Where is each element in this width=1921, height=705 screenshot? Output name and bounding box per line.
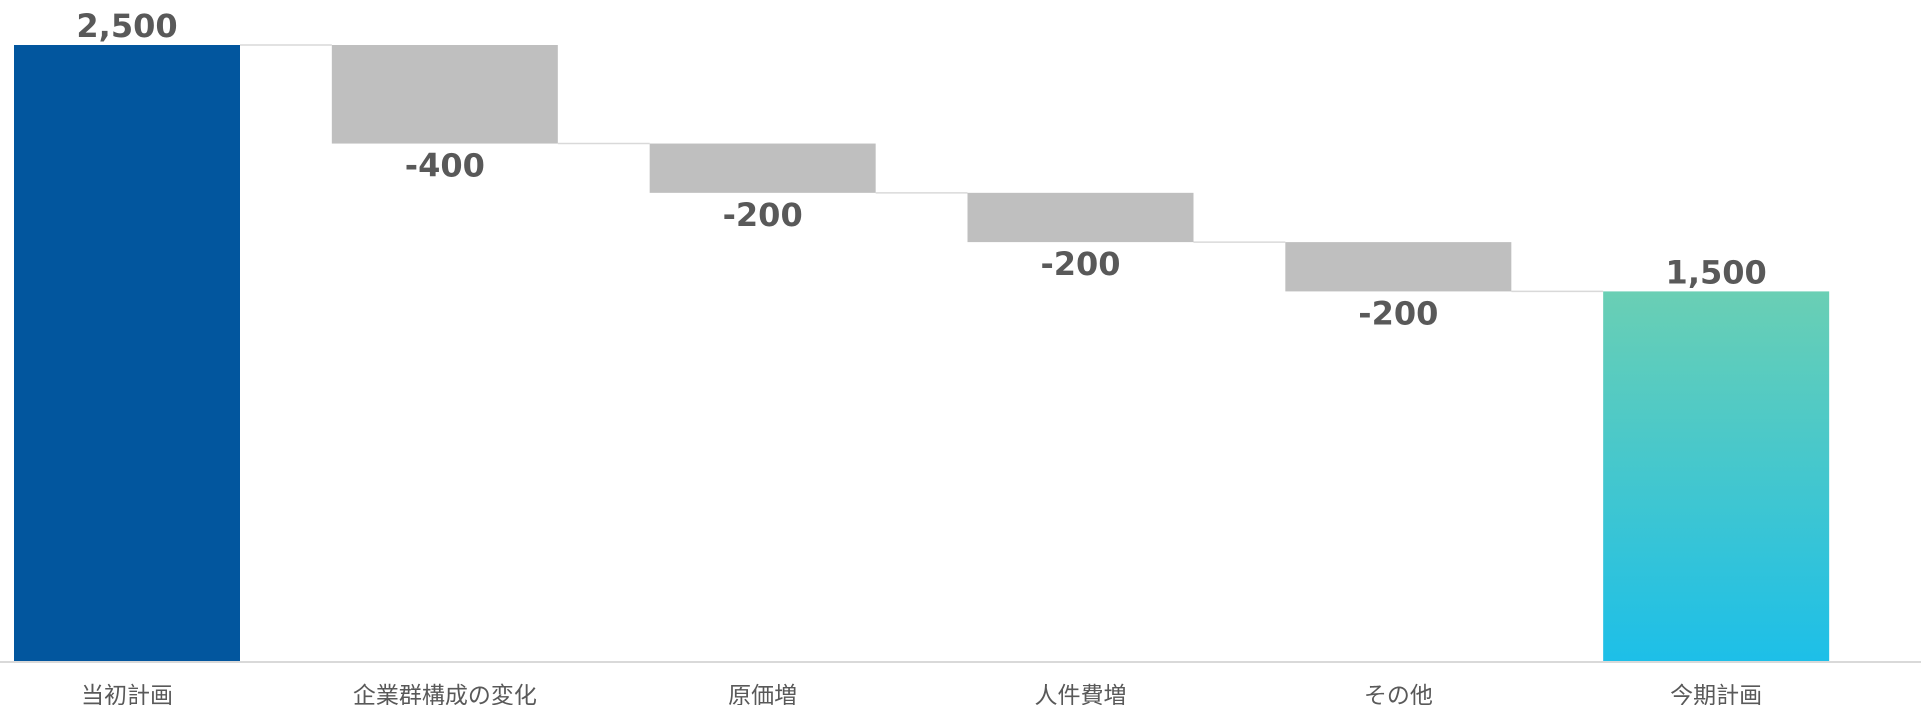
category-label: 今期計画 xyxy=(1670,683,1762,705)
delta-bar xyxy=(1285,242,1512,292)
delta-bar xyxy=(967,192,1194,243)
delta-bar xyxy=(649,143,876,193)
connector-lines xyxy=(240,44,1604,293)
category-label: 当初計画 xyxy=(81,683,173,705)
category-label: 原価増 xyxy=(728,683,797,705)
delta-bar xyxy=(331,45,558,144)
category-label: 人件費増 xyxy=(1035,683,1127,705)
value-labels: 2,500 -400 -200 -200 -200 1,500 xyxy=(76,7,1766,332)
category-label: 企業群構成の変化 xyxy=(353,683,537,705)
total-bar xyxy=(1603,291,1830,661)
value-label: -200 xyxy=(1358,294,1438,332)
value-label: -200 xyxy=(723,196,803,234)
value-label: 2,500 xyxy=(76,7,177,45)
value-label: -200 xyxy=(1040,245,1120,283)
category-label: その他 xyxy=(1364,683,1433,705)
category-labels: 当初計画 企業群構成の変化 原価増 人件費増 その他 今期計画 xyxy=(81,683,1762,705)
value-label: -400 xyxy=(405,147,485,185)
bars xyxy=(14,45,1830,661)
value-label: 1,500 xyxy=(1666,253,1767,291)
total-bar xyxy=(14,45,240,661)
